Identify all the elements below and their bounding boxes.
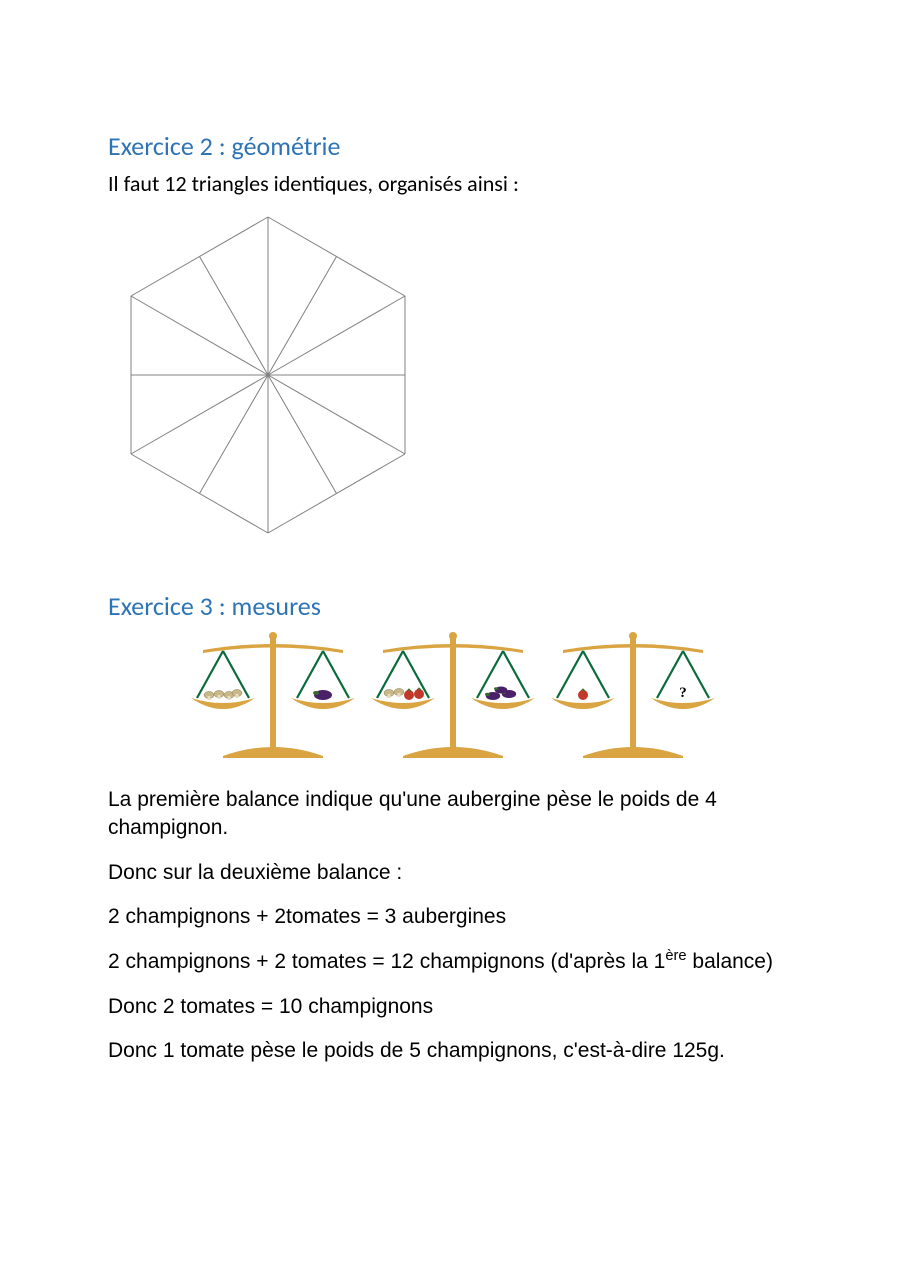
- ex3-p4sup: ère: [665, 948, 686, 964]
- hexagon-figure: [108, 215, 798, 540]
- hexagon-svg: [108, 215, 428, 535]
- ex3-p5: Donc 2 tomates = 10 champignons: [108, 993, 798, 1021]
- ex3-p4a: 2 champignons + 2 tomates = 12 champigno…: [108, 950, 665, 973]
- exercise-2-title: Exercice 2 : géométrie: [108, 130, 798, 162]
- ex3-p1: La première balance indique qu'une auber…: [108, 786, 798, 843]
- ex3-p4b: balance): [687, 950, 773, 973]
- ex3-p4: 2 champignons + 2 tomates = 12 champigno…: [108, 947, 798, 976]
- exercise-2-intro: Il faut 12 triangles identiques, organis…: [108, 170, 798, 197]
- exercise-3-body: La première balance indique qu'une auber…: [108, 786, 798, 1065]
- svg-text:?: ?: [679, 685, 687, 701]
- ex3-p3: 2 champignons + 2tomates = 3 aubergines: [108, 903, 798, 931]
- balances-svg: ?: [188, 628, 728, 763]
- ex3-p2: Donc sur la deuxième balance :: [108, 859, 798, 887]
- balances-figure: ?: [188, 628, 798, 768]
- exercise-3-title: Exercice 3 : mesures: [108, 590, 798, 622]
- ex3-p6: Donc 1 tomate pèse le poids de 5 champig…: [108, 1037, 798, 1065]
